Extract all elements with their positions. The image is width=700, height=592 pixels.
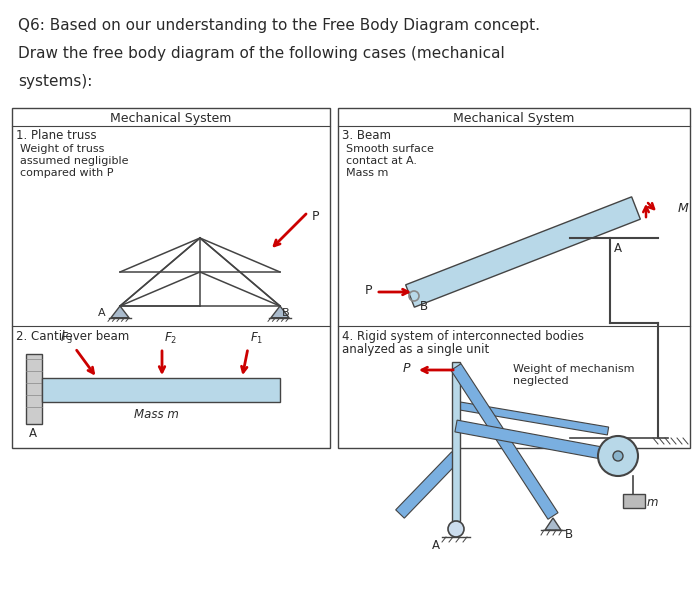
Text: A: A	[99, 308, 106, 318]
Text: neglected: neglected	[513, 376, 568, 386]
Polygon shape	[451, 363, 558, 519]
Text: assumed negligible: assumed negligible	[20, 156, 129, 166]
Text: B: B	[420, 300, 428, 313]
Text: 2. Cantilever beam: 2. Cantilever beam	[16, 330, 130, 343]
Circle shape	[448, 521, 464, 537]
Bar	[12, 108, 330, 448]
Polygon shape	[111, 306, 129, 318]
Polygon shape	[405, 197, 640, 307]
Circle shape	[598, 436, 638, 476]
Text: systems):: systems):	[18, 74, 92, 89]
Text: M: M	[678, 201, 689, 214]
Text: A: A	[29, 427, 37, 440]
Text: A: A	[432, 539, 440, 552]
Text: Weight of truss: Weight of truss	[20, 144, 104, 154]
Text: m: m	[647, 496, 659, 509]
Text: $F_1$: $F_1$	[250, 331, 263, 346]
Text: Weight of mechanism: Weight of mechanism	[513, 364, 634, 374]
Polygon shape	[271, 306, 289, 318]
Text: B: B	[282, 308, 290, 318]
Text: Smooth surface: Smooth surface	[346, 144, 434, 154]
Text: 3. Beam: 3. Beam	[342, 129, 391, 142]
Text: 1. Plane truss: 1. Plane truss	[16, 129, 97, 142]
Polygon shape	[395, 452, 461, 518]
Text: $F_2$: $F_2$	[164, 331, 177, 346]
Text: Mass m: Mass m	[346, 168, 389, 178]
Text: 4. Rigid system of interconnected bodies: 4. Rigid system of interconnected bodies	[342, 330, 584, 343]
Text: Mechanical System: Mechanical System	[454, 112, 575, 125]
Text: P: P	[312, 210, 319, 223]
Bar	[26, 354, 42, 424]
Text: B: B	[565, 528, 573, 541]
Text: analyzed as a single unit: analyzed as a single unit	[342, 343, 489, 356]
Text: $F_3$: $F_3$	[60, 331, 73, 346]
Bar	[42, 378, 280, 402]
Polygon shape	[459, 402, 609, 435]
Text: Draw the free body diagram of the following cases (mechanical: Draw the free body diagram of the follow…	[18, 46, 505, 61]
Text: Mechanical System: Mechanical System	[111, 112, 232, 125]
Bar	[338, 108, 690, 448]
Circle shape	[613, 451, 623, 461]
Bar	[452, 362, 460, 521]
Text: Mass m: Mass m	[134, 408, 178, 421]
Text: P: P	[402, 362, 410, 375]
Text: compared with P: compared with P	[20, 168, 113, 178]
Text: A: A	[614, 242, 622, 255]
Polygon shape	[545, 518, 561, 530]
Text: contact at A.: contact at A.	[346, 156, 417, 166]
Text: Q6: Based on our understanding to the Free Body Diagram concept.: Q6: Based on our understanding to the Fr…	[18, 18, 540, 33]
Text: P: P	[365, 284, 372, 297]
Polygon shape	[455, 420, 619, 462]
Bar	[623, 494, 645, 508]
